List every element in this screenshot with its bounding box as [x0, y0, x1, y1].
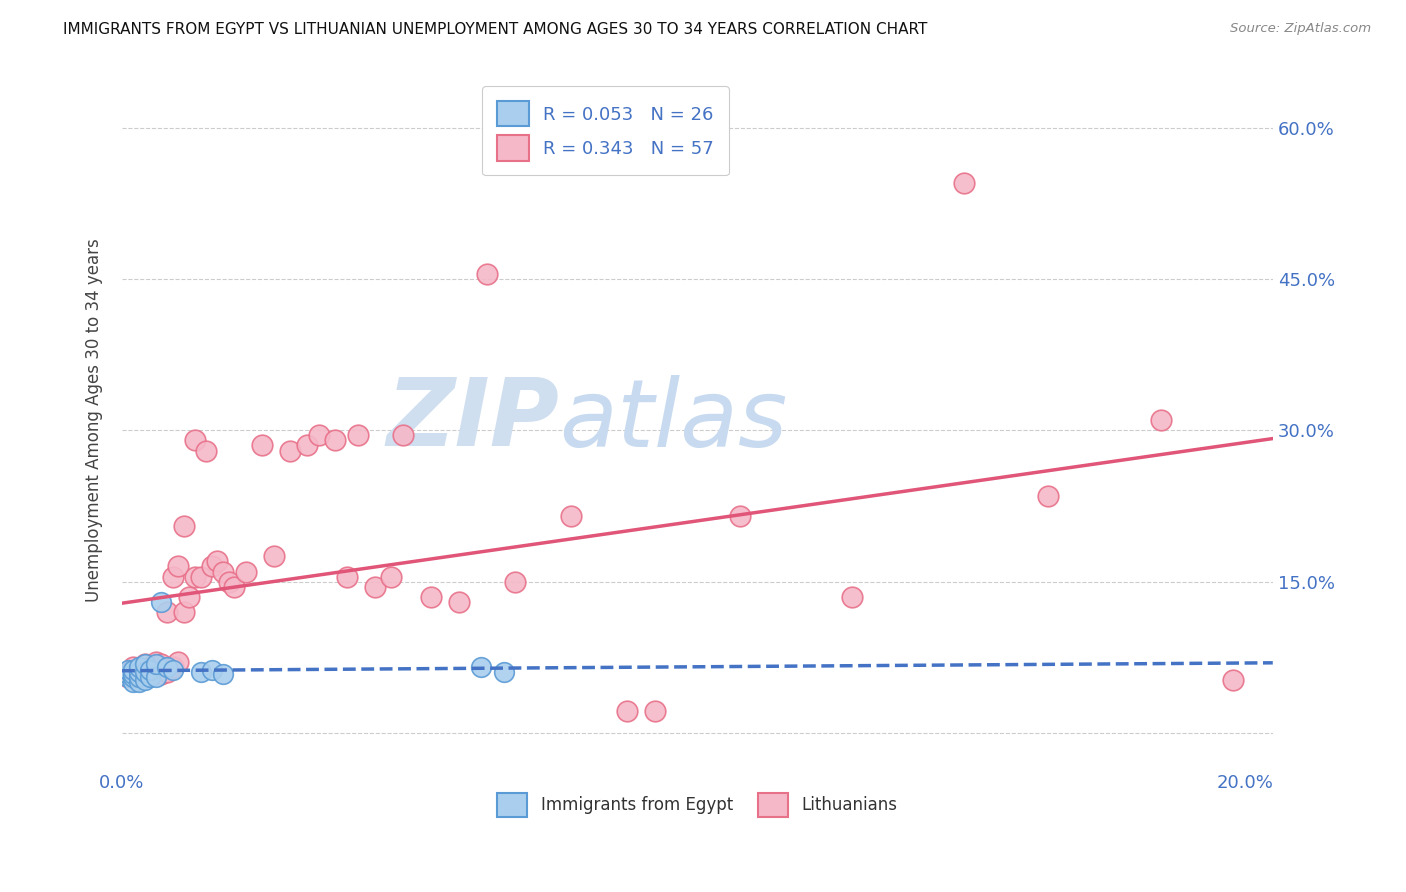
Point	[184, 434, 207, 448]
Point	[117, 664, 139, 678]
Point	[117, 667, 139, 681]
Point	[134, 665, 156, 680]
Point	[156, 665, 179, 680]
Point	[162, 664, 184, 678]
Point	[145, 655, 167, 669]
Point	[122, 667, 145, 681]
Point	[953, 177, 976, 191]
Point	[150, 657, 173, 672]
Point	[252, 438, 274, 452]
Point	[280, 443, 302, 458]
Point	[156, 605, 179, 619]
Point	[263, 549, 285, 564]
Point	[128, 664, 150, 678]
Point	[173, 605, 195, 619]
Point	[644, 704, 666, 718]
Point	[179, 590, 201, 604]
Point	[346, 428, 368, 442]
Point	[212, 667, 235, 681]
Point	[190, 665, 212, 680]
Point	[122, 667, 145, 681]
Point	[117, 670, 139, 684]
Point	[122, 675, 145, 690]
Point	[1222, 673, 1244, 688]
Point	[134, 657, 156, 672]
Point	[212, 565, 235, 579]
Point	[325, 434, 347, 448]
Point	[475, 267, 498, 281]
Point	[1149, 413, 1171, 427]
Point	[470, 660, 492, 674]
Text: atlas: atlas	[560, 375, 787, 466]
Point	[156, 660, 179, 674]
Point	[139, 664, 162, 678]
Point	[841, 590, 863, 604]
Point	[1038, 489, 1060, 503]
Point	[195, 443, 218, 458]
Point	[218, 574, 240, 589]
Point	[201, 559, 224, 574]
Point	[363, 580, 385, 594]
Point	[207, 554, 229, 568]
Point	[492, 665, 515, 680]
Point	[134, 673, 156, 688]
Text: IMMIGRANTS FROM EGYPT VS LITHUANIAN UNEMPLOYMENT AMONG AGES 30 TO 34 YEARS CORRE: IMMIGRANTS FROM EGYPT VS LITHUANIAN UNEM…	[63, 22, 928, 37]
Point	[616, 704, 638, 718]
Point	[139, 667, 162, 681]
Point	[447, 595, 470, 609]
Point	[128, 670, 150, 684]
Point	[235, 565, 257, 579]
Point	[122, 660, 145, 674]
Point	[297, 438, 319, 452]
Point	[128, 675, 150, 690]
Point	[224, 580, 246, 594]
Point	[419, 590, 441, 604]
Point	[201, 664, 224, 678]
Point	[173, 519, 195, 533]
Point	[150, 595, 173, 609]
Point	[145, 657, 167, 672]
Point	[380, 569, 402, 583]
Legend: Immigrants from Egypt, Lithuanians: Immigrants from Egypt, Lithuanians	[491, 787, 904, 823]
Point	[117, 665, 139, 680]
Point	[139, 660, 162, 674]
Point	[145, 670, 167, 684]
Point	[167, 559, 190, 574]
Point	[336, 569, 359, 583]
Point	[134, 657, 156, 672]
Point	[184, 569, 207, 583]
Point	[128, 670, 150, 684]
Point	[139, 670, 162, 684]
Point	[117, 670, 139, 684]
Text: Source: ZipAtlas.com: Source: ZipAtlas.com	[1230, 22, 1371, 36]
Point	[162, 660, 184, 674]
Point	[391, 428, 413, 442]
Point	[128, 665, 150, 680]
Point	[128, 660, 150, 674]
Point	[145, 664, 167, 678]
Point	[560, 509, 582, 524]
Point	[308, 428, 330, 442]
Point	[728, 509, 751, 524]
Point	[162, 569, 184, 583]
Point	[190, 569, 212, 583]
Point	[122, 670, 145, 684]
Point	[134, 665, 156, 680]
Point	[122, 664, 145, 678]
Y-axis label: Unemployment Among Ages 30 to 34 years: Unemployment Among Ages 30 to 34 years	[86, 238, 103, 602]
Point	[167, 655, 190, 669]
Point	[150, 667, 173, 681]
Point	[503, 574, 526, 589]
Text: ZIP: ZIP	[387, 375, 560, 467]
